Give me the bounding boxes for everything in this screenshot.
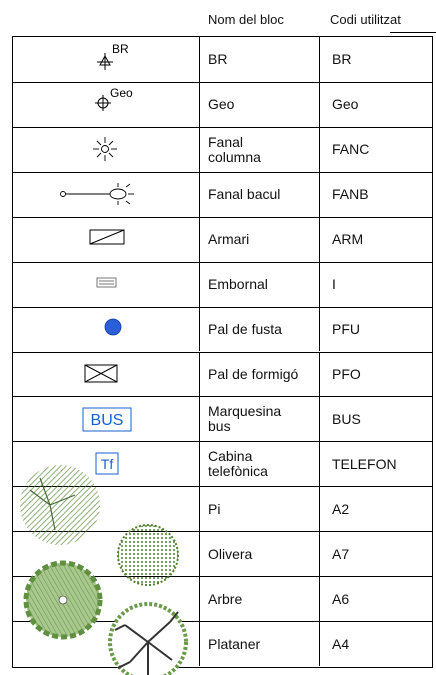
block-name: Embornal xyxy=(199,262,319,307)
block-code: A4 xyxy=(319,622,434,666)
block-name: Marquesina bus xyxy=(199,397,319,442)
table-row: BR BR xyxy=(13,37,432,82)
block-code: PFU xyxy=(319,307,434,352)
table-row: Arbre A6 xyxy=(13,576,434,622)
table-row: Marquesina bus BUS xyxy=(13,396,434,442)
table-row: Pi A2 xyxy=(13,486,434,532)
block-code: BUS xyxy=(319,397,434,442)
block-name: Geo xyxy=(199,82,319,127)
table-row: Fanal bacul FANB xyxy=(13,171,434,217)
block-name: Pal de formigó xyxy=(199,352,319,397)
block-name: BR xyxy=(199,37,319,82)
block-name: Pal de fusta xyxy=(199,307,319,352)
block-name: Cabina telefònica xyxy=(199,442,319,487)
block-code: ARM xyxy=(319,217,434,262)
block-code: A7 xyxy=(319,532,434,577)
block-code: A6 xyxy=(319,577,434,622)
block-name: Arbre xyxy=(199,577,319,622)
block-code: BR xyxy=(319,37,434,82)
block-code: PFO xyxy=(319,352,434,397)
block-code: FANC xyxy=(319,127,434,172)
block-name: Armari xyxy=(199,217,319,262)
block-name: Fanal columna xyxy=(199,127,319,172)
table-row: Plataner A4 xyxy=(13,621,432,666)
table-row: Olivera A7 xyxy=(13,531,434,577)
block-name: Olivera xyxy=(199,532,319,577)
legend-table: BR BR Geo Geo Fanal columna FANC Fanal bacul FA… xyxy=(12,36,433,668)
header-rule xyxy=(390,32,436,33)
block-code: FANB xyxy=(319,172,434,217)
table-row: Cabina telefònica TELEFON xyxy=(13,441,434,487)
header-name: Nom del bloc xyxy=(208,12,284,27)
block-code: A2 xyxy=(319,487,434,532)
table-row: Geo Geo xyxy=(13,81,434,127)
table-row: Pal de fusta PFU xyxy=(13,306,434,352)
block-code: I xyxy=(319,262,434,307)
table-row: Fanal columna FANC xyxy=(13,126,434,172)
block-name: Plataner xyxy=(199,622,319,666)
table-row: Pal de formigó PFO xyxy=(13,351,434,397)
block-code: TELEFON xyxy=(319,442,434,487)
block-name: Pi xyxy=(199,487,319,532)
table-row: Armari ARM xyxy=(13,216,434,262)
header-code: Codi utilitzat xyxy=(330,12,401,27)
block-name: Fanal bacul xyxy=(199,172,319,217)
table-row: Embornal I xyxy=(13,261,434,307)
block-code: Geo xyxy=(319,82,434,127)
